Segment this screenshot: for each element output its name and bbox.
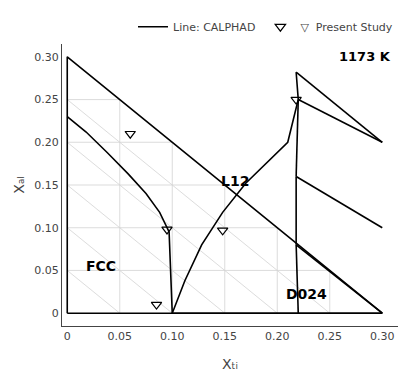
svg-text:0: 0 [52,307,59,320]
svg-text:Xₜᵢ: Xₜᵢ [222,356,238,372]
svg-text:0.15: 0.15 [213,330,238,343]
svg-text:0.10: 0.10 [160,330,185,343]
svg-text:FCC: FCC [86,258,116,274]
svg-text:0.30: 0.30 [370,330,395,343]
svg-text:▽ Present Study: ▽ Present Study [300,21,392,34]
svg-text:0.25: 0.25 [318,330,343,343]
svg-text:L12: L12 [221,173,249,189]
svg-text:0.15: 0.15 [34,179,59,192]
svg-text:0: 0 [64,330,71,343]
svg-text:0.20: 0.20 [34,136,59,149]
svg-text:0.05: 0.05 [34,264,59,277]
svg-text:Xₐₗ: Xₐₗ [11,176,27,193]
svg-text:0.20: 0.20 [265,330,290,343]
svg-text:Line: CALPHAD: Line: CALPHAD [173,21,255,34]
svg-text:D024: D024 [286,286,327,302]
svg-text:0.30: 0.30 [34,51,59,64]
svg-text:0.25: 0.25 [34,93,59,106]
svg-text:0.05: 0.05 [108,330,133,343]
svg-text:1173 K: 1173 K [339,49,391,64]
svg-text:0.10: 0.10 [34,222,59,235]
